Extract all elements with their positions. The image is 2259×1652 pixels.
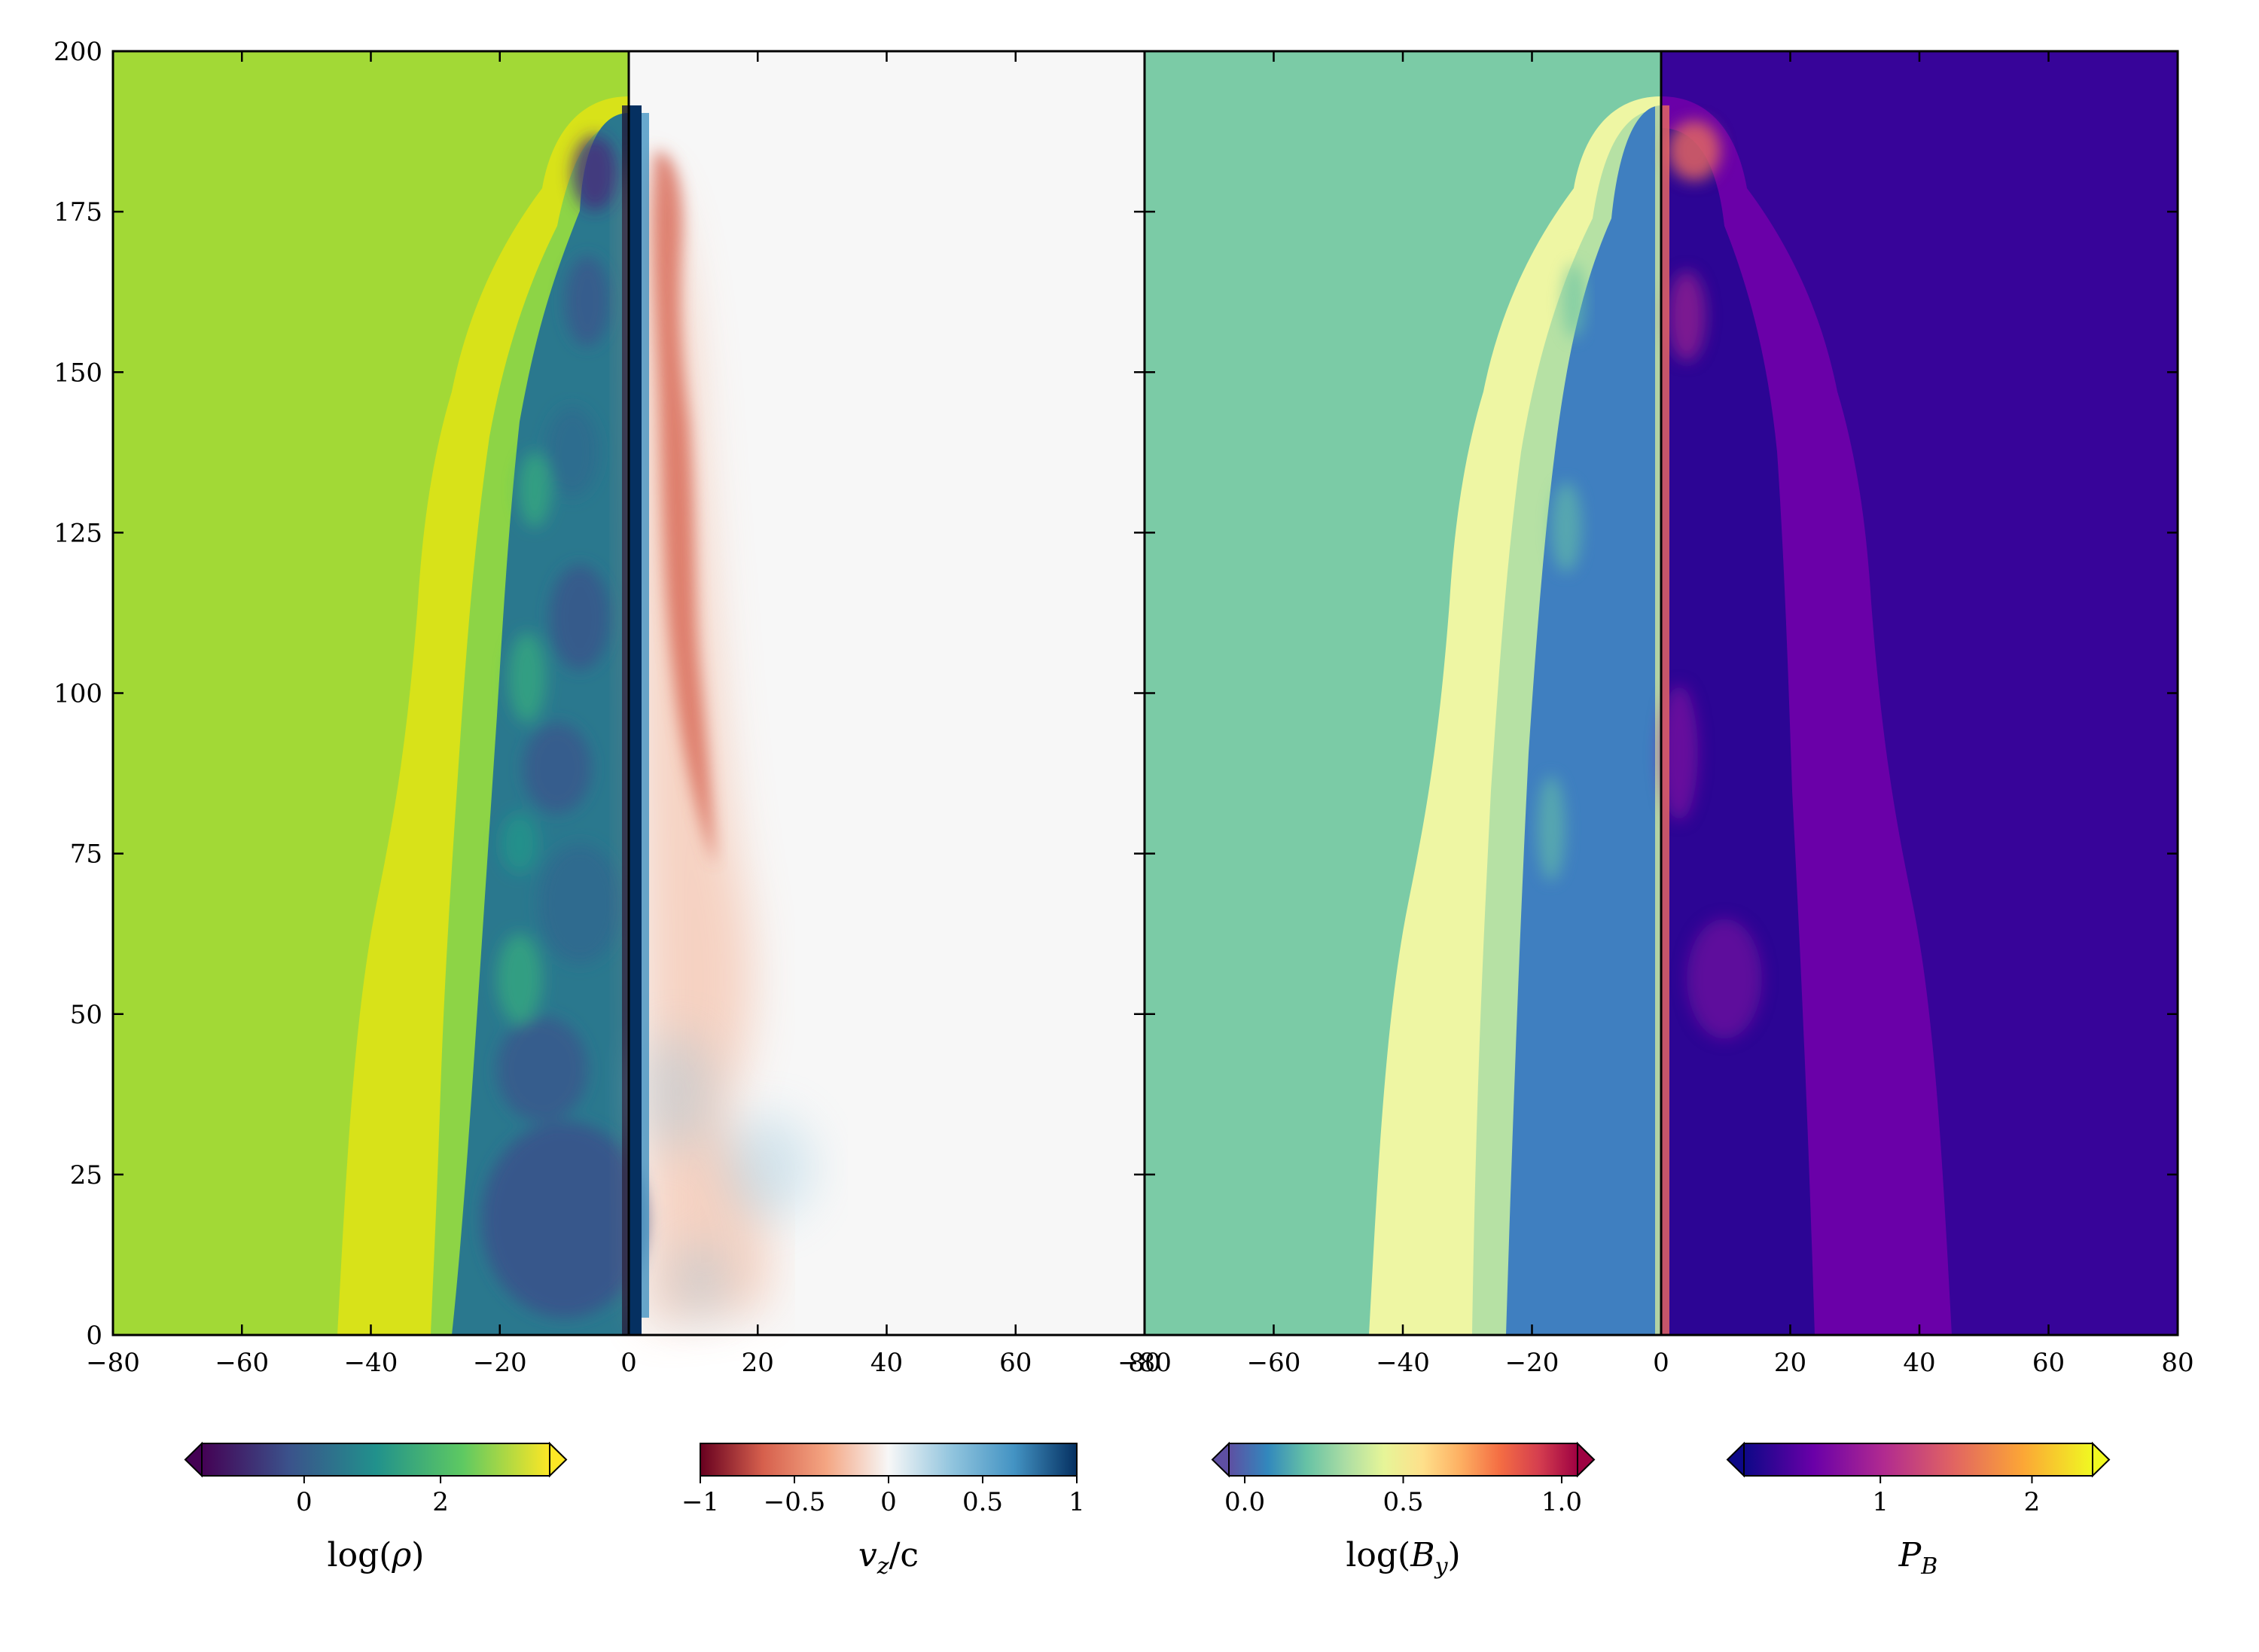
magnetic-filaments [1538, 264, 1585, 881]
colorbar-tick-label: 1.0 [1541, 1487, 1582, 1517]
x-right-tick-label: 40 [1903, 1348, 1935, 1378]
colorbar-tick-label: 2 [432, 1487, 449, 1517]
x-left-tick-label: 0 [620, 1348, 637, 1378]
colorbar-tick-label: 0.5 [1383, 1487, 1423, 1517]
colorbar-gradient [700, 1443, 1078, 1477]
y-tick-label: 150 [53, 358, 102, 388]
x-left-tick-label: 40 [870, 1348, 903, 1378]
colorbar-extend-low [184, 1441, 203, 1478]
colorbar-tick-label: 1 [1069, 1487, 1085, 1517]
velocity-jet-sheath [642, 113, 649, 1318]
density-field [337, 96, 648, 1335]
pressure-filaments [1660, 120, 1762, 1039]
colorbar-tick-label: 2 [2024, 1487, 2041, 1517]
pressure-field [1660, 96, 1952, 1335]
x-right-tick-label: 0 [1653, 1348, 1669, 1378]
x-right-tick-label: 20 [1774, 1348, 1806, 1378]
y-tick-label: 50 [70, 1000, 102, 1030]
colorbar-label: log(By) [1346, 1536, 1460, 1580]
y-tick-label: 200 [53, 37, 102, 67]
colorbar-extend-low [1726, 1441, 1745, 1478]
x-left-tick-label: −80 [86, 1348, 140, 1378]
x-left-tick-label: 20 [742, 1348, 774, 1378]
velocity-field [630, 105, 813, 1335]
x-right-tick-label: 80 [2161, 1348, 2193, 1378]
magnetic-field [1369, 96, 1661, 1335]
density-turbulence [482, 136, 648, 1318]
colorbar-extend-high [2092, 1441, 2111, 1478]
colorbar-label: log(ρ) [328, 1536, 425, 1574]
x-right-tick-label: −60 [1247, 1348, 1301, 1378]
colorbar-extend-high [549, 1441, 568, 1478]
x-left-tick-label: 80 [1128, 1348, 1160, 1378]
y-tick-label: 0 [86, 1321, 102, 1351]
colorbar-gradient [201, 1443, 550, 1477]
x-left-tick-label: −60 [215, 1348, 269, 1378]
pressure-jet-spine [1662, 105, 1669, 1335]
right-plot [1143, 50, 2179, 1337]
x-left-tick-label: 60 [999, 1348, 1032, 1378]
velocity-jet-spine [630, 105, 642, 1335]
colorbar-tick-label: 0 [880, 1487, 897, 1517]
y-tick-label: 25 [70, 1160, 102, 1190]
colorbar-tick-label: 0 [296, 1487, 312, 1517]
velocity-blue-patches [640, 1032, 813, 1318]
colorbar-3: 1 2 PB [1726, 1441, 2111, 1580]
x-right-tick-label: −20 [1505, 1348, 1559, 1378]
y-tick-label: 175 [53, 197, 102, 227]
colorbar-label: PB [1898, 1536, 1938, 1580]
pressure-cocoon-inner [1661, 128, 1815, 1335]
colorbar-gradient [1743, 1443, 2093, 1477]
colorbar-label: vz/c [858, 1536, 919, 1580]
colorbar-gradient [1228, 1443, 1578, 1477]
x-left-tick-label: −40 [344, 1348, 398, 1378]
left-plot [111, 50, 1146, 1337]
colorbar-tick-label: 1 [1872, 1487, 1889, 1517]
colorbar-tick-label: 0.0 [1224, 1487, 1265, 1517]
magnetic-cocoon-inner [1506, 105, 1661, 1335]
y-tick-label: 125 [53, 518, 102, 548]
colorbar-extend-high [1577, 1441, 1596, 1478]
velocity-return-flow [652, 151, 715, 866]
y-tick-label: 100 [53, 679, 102, 709]
density-jet-spine [622, 105, 629, 1335]
colorbar-tick-label: 0.5 [962, 1487, 1003, 1517]
x-right-tick-label: 60 [2032, 1348, 2065, 1378]
colorbar-2: 0.0 0.5 1.0 log(By) [1211, 1441, 1596, 1580]
x-left-tick-label: −20 [473, 1348, 527, 1378]
colorbar-tick-label: −0.5 [764, 1487, 826, 1517]
x-right-tick-label: −40 [1376, 1348, 1430, 1378]
colorbar-extend-low [1211, 1441, 1230, 1478]
magnetic-jet-spine [1655, 105, 1661, 1335]
x-right-tick-label: −80 [1117, 1348, 1172, 1378]
y-tick-label: 75 [70, 840, 102, 870]
colorbar-1: −1 −0.5 0 0.5 1 vz/c [681, 1443, 1085, 1580]
colorbar-tick-label: −1 [681, 1487, 719, 1517]
